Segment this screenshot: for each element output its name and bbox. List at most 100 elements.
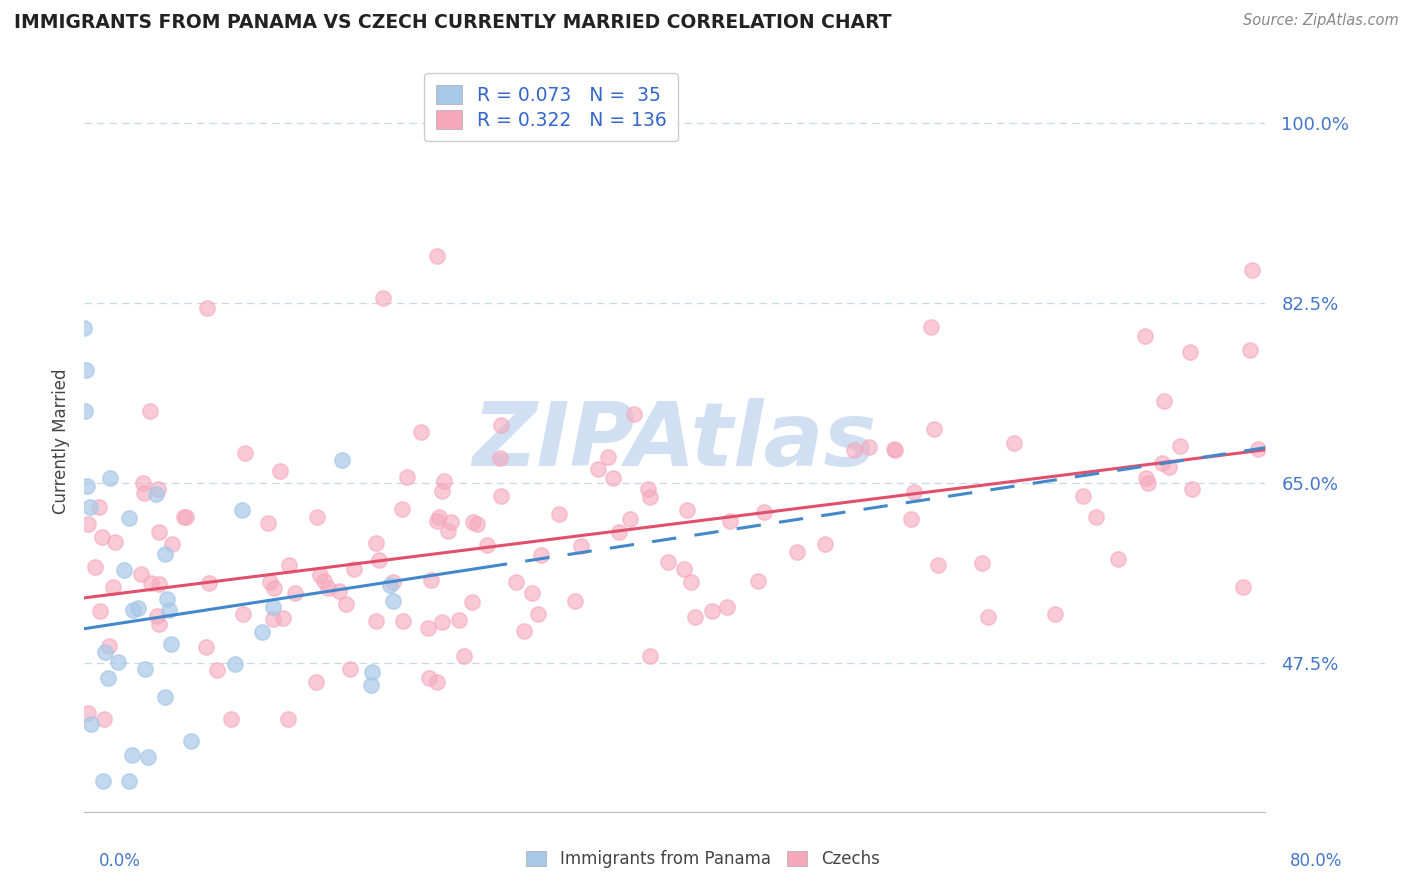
Point (418, 671, 440, 685)
Point (607, 524, 630, 539)
Point (513, 624, 536, 638)
Point (360, 678, 382, 692)
Point (718, 514, 741, 528)
Point (198, 576, 221, 591)
Point (195, 301, 218, 315)
Point (426, 675, 449, 690)
Point (305, 510, 328, 524)
Point (373, 291, 395, 305)
Point (391, 501, 413, 516)
Point (1153, 394, 1175, 409)
Point (619, 512, 641, 526)
Point (395, 469, 418, 483)
Point (623, 407, 645, 421)
Point (426, 515, 449, 529)
Legend: Immigrants from Panama, Czechs: Immigrants from Panama, Czechs (520, 844, 886, 875)
Point (330, 453, 353, 467)
Point (430, 484, 453, 499)
Point (440, 516, 463, 530)
Point (754, 505, 776, 519)
Point (360, 665, 382, 679)
Text: ZIPAtlas: ZIPAtlas (472, 398, 877, 485)
Point (145, 486, 167, 500)
Point (146, 609, 169, 624)
Point (180, 734, 202, 748)
Point (194, 640, 217, 654)
Point (842, 442, 865, 457)
Point (602, 470, 624, 484)
Point (426, 250, 449, 264)
Point (416, 621, 439, 635)
Point (716, 599, 738, 614)
Point (107, 656, 129, 670)
Point (257, 516, 280, 530)
Point (250, 625, 273, 640)
Point (132, 485, 155, 500)
Point (89, 500, 111, 514)
Point (1178, 345, 1201, 359)
Point (1181, 482, 1204, 496)
Point (381, 594, 404, 608)
Y-axis label: Currently Married: Currently Married (52, 368, 70, 515)
Point (80, 717, 103, 731)
Point (489, 450, 512, 465)
Point (1071, 489, 1094, 503)
Point (224, 657, 246, 672)
Point (305, 674, 328, 689)
Point (153, 547, 176, 561)
Point (117, 773, 139, 788)
Point (148, 617, 170, 632)
Point (157, 603, 180, 617)
Point (263, 582, 285, 596)
Point (104, 535, 127, 549)
Point (527, 607, 550, 621)
Point (339, 662, 361, 676)
Point (160, 537, 183, 551)
Legend: R = 0.073   N =  35, R = 0.322   N = 136: R = 0.073 N = 35, R = 0.322 N = 136 (425, 73, 678, 141)
Point (233, 446, 256, 460)
Point (259, 575, 281, 590)
Point (676, 503, 699, 517)
Point (419, 573, 441, 587)
Point (97, 639, 120, 653)
Point (747, 574, 769, 589)
Point (475, 537, 498, 551)
Point (219, 712, 242, 726)
Point (884, 443, 907, 458)
Point (461, 515, 484, 529)
Point (138, 404, 160, 418)
Point (1239, 343, 1261, 357)
Point (883, 442, 905, 456)
Point (1002, 436, 1025, 450)
Point (335, 597, 357, 611)
Point (148, 577, 170, 591)
Point (148, 524, 170, 539)
Point (1170, 439, 1192, 453)
Point (73, 321, 96, 335)
Point (564, 594, 586, 608)
Point (814, 536, 837, 550)
Point (76, 479, 98, 493)
Point (489, 489, 512, 503)
Point (101, 580, 124, 594)
Point (83, 559, 105, 574)
Point (927, 558, 949, 572)
Point (679, 574, 702, 589)
Point (366, 614, 388, 628)
Point (76, 516, 98, 531)
Point (91, 773, 114, 788)
Point (79, 500, 101, 514)
Point (465, 517, 488, 532)
Point (173, 510, 195, 524)
Point (1135, 329, 1157, 343)
Text: 80.0%: 80.0% (1291, 852, 1343, 870)
Text: Source: ZipAtlas.com: Source: ZipAtlas.com (1243, 13, 1399, 29)
Point (1084, 509, 1107, 524)
Point (129, 566, 152, 581)
Point (505, 574, 527, 589)
Point (1135, 470, 1157, 484)
Point (1157, 459, 1180, 474)
Text: 0.0%: 0.0% (98, 852, 141, 870)
Point (366, 536, 388, 550)
Point (176, 509, 198, 524)
